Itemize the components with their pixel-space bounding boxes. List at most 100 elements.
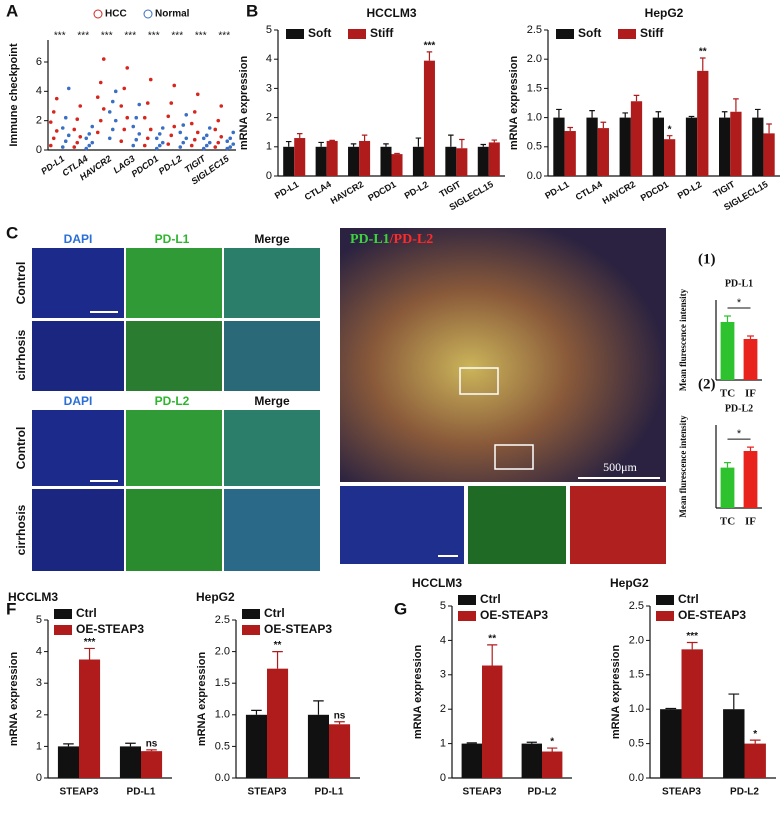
significance: *** (218, 31, 230, 42)
point (225, 139, 230, 143)
significance: ** (274, 640, 282, 651)
error-bar (556, 108, 562, 118)
point (207, 140, 212, 145)
point (195, 130, 200, 135)
point (75, 117, 80, 121)
point (166, 142, 171, 146)
point (157, 132, 162, 136)
bar (245, 714, 267, 778)
error-bar (567, 126, 574, 132)
micrograph (570, 486, 666, 564)
error-bar (747, 335, 754, 339)
point (101, 107, 106, 111)
micrograph (126, 248, 222, 318)
inset-box (459, 367, 499, 395)
row-label: Control (14, 262, 28, 305)
point (119, 139, 124, 143)
bar (763, 133, 775, 176)
point (213, 145, 218, 149)
point (145, 101, 150, 105)
micrograph (340, 228, 666, 482)
bar (456, 148, 468, 176)
chart-title: HepG2 (610, 576, 649, 590)
chart-heading: (1) (698, 251, 716, 267)
micrograph (224, 410, 320, 486)
error-bar (480, 143, 487, 147)
bar (720, 467, 735, 508)
x-tick-label: TC (720, 388, 735, 400)
y-tick-label: 4 (36, 646, 42, 658)
y-tick-label: 1.0 (215, 709, 230, 721)
y-tick-label: 1 (266, 141, 272, 153)
error-bar (329, 139, 335, 141)
y-tick-label: 0 (440, 772, 446, 784)
error-bar (415, 137, 422, 147)
point (216, 140, 221, 145)
bar (294, 138, 306, 176)
micrograph (32, 489, 124, 571)
bar (445, 146, 457, 176)
x-tick-label: PD-L1 (127, 787, 156, 798)
point (66, 133, 71, 138)
error-bar (721, 111, 728, 118)
legend-label: Soft (578, 26, 601, 40)
point (178, 130, 183, 135)
error-bar (547, 747, 558, 752)
micrograph (224, 248, 320, 318)
point (101, 57, 106, 61)
micrograph (32, 410, 124, 486)
error-bar (686, 641, 698, 650)
point (60, 126, 65, 130)
point (157, 143, 162, 148)
chart-heading: (2) (698, 376, 716, 392)
y-tick-label: 0.0 (527, 170, 542, 182)
panel-letter: G (394, 599, 407, 618)
legend-swatch (286, 29, 304, 39)
bar (744, 743, 766, 778)
bar (488, 142, 500, 176)
x-tick-label: IF (745, 388, 756, 400)
y-tick-label: 2.0 (629, 634, 644, 646)
y-tick-label: 4 (266, 53, 272, 65)
y-tick-label: 3 (36, 677, 42, 689)
point (181, 123, 186, 127)
legend-label: Ctrl (480, 592, 501, 606)
point (172, 83, 177, 88)
legend-swatch (618, 29, 636, 39)
bar (660, 709, 682, 778)
point (54, 96, 59, 101)
y-tick-label: 2.0 (527, 53, 542, 65)
x-tick-label: TC (720, 516, 735, 528)
point (160, 126, 165, 130)
error-bar (666, 135, 673, 140)
legend-swatch (93, 9, 103, 19)
y-tick-label: 1.5 (527, 82, 542, 94)
x-tick-label: PD-L2 (528, 787, 557, 798)
point (87, 143, 92, 148)
point (204, 133, 209, 138)
bar (743, 339, 758, 380)
bar (329, 724, 351, 778)
point (219, 135, 224, 139)
x-tick-label: STEAP3 (60, 787, 99, 798)
legend-swatch (242, 609, 260, 619)
point (225, 146, 230, 151)
x-tick-label: CTLA4 (574, 179, 604, 202)
y-axis-label: Mean flurescence intensity (678, 288, 688, 391)
bar (412, 146, 424, 176)
column-header: Merge (254, 394, 290, 408)
column-header: DAPI (64, 232, 93, 246)
micrograph (468, 486, 566, 564)
point (213, 127, 218, 132)
point (54, 129, 59, 133)
significance: *** (101, 31, 113, 42)
panel-letter: F (6, 599, 16, 618)
legend-swatch (656, 595, 674, 605)
x-tick-label: STEAP3 (248, 787, 287, 798)
column-header: PD-L2 (155, 394, 190, 408)
legend-swatch (458, 595, 476, 605)
y-tick-label: 1.5 (629, 669, 644, 681)
chart-title: HCCLM3 (367, 6, 417, 20)
point (63, 139, 68, 143)
point (95, 130, 100, 135)
